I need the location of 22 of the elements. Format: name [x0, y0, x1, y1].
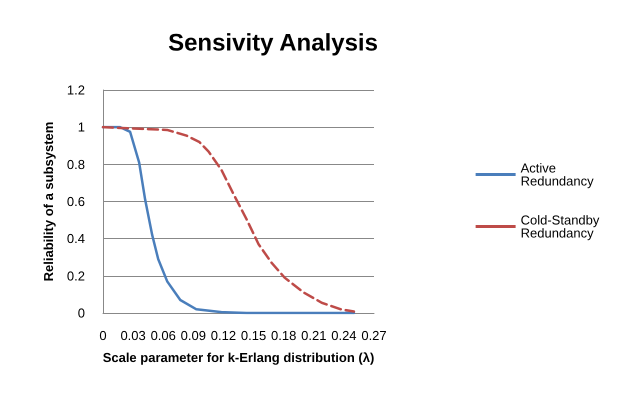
x-axis-title: Scale parameter for k-Erlang distribution (λ)	[102, 350, 374, 365]
x-tick-label: 0.12	[210, 328, 236, 343]
y-tick-label: 0.2	[66, 268, 85, 284]
y-tick-label: 0.4	[66, 231, 85, 246]
y-axis-title: Reliability of a subsystem	[41, 122, 56, 282]
x-tick-label: 0.09	[180, 328, 206, 343]
x-tick-label: 0.18	[271, 328, 296, 343]
x-tick-label: 0.15	[240, 328, 266, 343]
x-tick-label: 0.03	[120, 328, 146, 343]
y-tick-label: 0.6	[66, 194, 85, 209]
x-tick-label: 0.21	[301, 328, 326, 343]
x-tick-label: 0.06	[150, 328, 176, 343]
y-tick-label: 1.2	[66, 82, 85, 98]
legend-label: Active Redundancy	[520, 160, 594, 188]
x-tick-label: 0.24	[331, 328, 357, 343]
chart-title: Sensivity Analysis	[168, 30, 378, 56]
x-tick-label: 0.27	[361, 328, 387, 343]
x-tick-label: 0	[99, 328, 107, 343]
y-tick-label: 0	[78, 306, 85, 320]
y-tick-label: 0.8	[66, 156, 85, 172]
legend-label: Cold-Standby Redundancy	[520, 212, 604, 240]
y-tick-label: 1	[78, 120, 85, 135]
